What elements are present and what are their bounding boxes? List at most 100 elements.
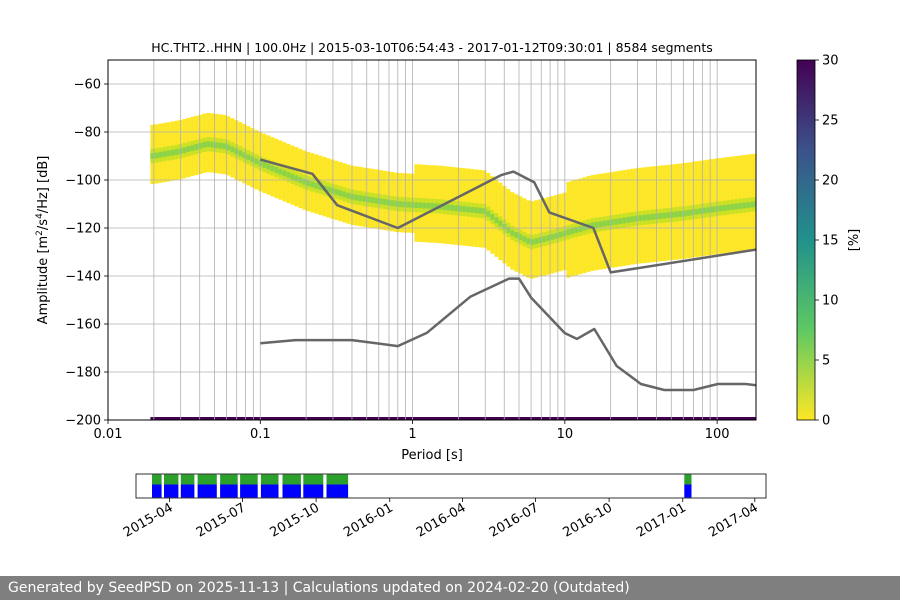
density-peak-cell: [418, 202, 423, 209]
density-peak-cell: [702, 207, 707, 214]
grid-lines: [108, 60, 756, 421]
density-peak-cell: [222, 143, 227, 150]
density-peak-cell: [710, 206, 715, 213]
density-peak-cell: [722, 205, 727, 211]
colorbar-tick-label: 15: [822, 234, 839, 249]
density-peak-cell: [666, 212, 671, 219]
density-peak-cell: [286, 172, 291, 178]
density-peak-cell: [474, 207, 479, 214]
availability-segment-bottom: [282, 484, 301, 498]
availability-segment-bottom: [152, 484, 162, 498]
availability-segment-top: [152, 474, 162, 485]
density-peak-cell: [190, 145, 195, 151]
density-peak-cell: [354, 194, 359, 201]
density-peak-cell: [470, 207, 475, 213]
density-peak-cell: [210, 141, 215, 148]
colorbar-tick-label: 25: [822, 114, 839, 129]
availability-segment-bottom: [684, 484, 692, 498]
density-peak-cell: [314, 182, 319, 189]
x-axis-ticks: 0.01 0.1 1 10 100: [94, 420, 730, 442]
chart-title: HC.THT2..HHN | 100.0Hz | 2015-03-10T06:5…: [151, 40, 712, 55]
density-peak-cell: [250, 156, 255, 163]
density-peak-cell: [706, 207, 711, 213]
density-peak-cell: [202, 141, 207, 148]
availability-segment-bottom: [303, 484, 324, 498]
density-peak-cell: [518, 234, 523, 240]
density-peak-cell: [386, 199, 391, 206]
density-peak-cell: [538, 237, 543, 243]
colorbar-tick-label: 30: [822, 54, 839, 69]
density-peak-cell: [270, 165, 275, 172]
density-peak-cell: [754, 201, 756, 207]
density-peak-cell: [510, 230, 515, 236]
density-peak-cell: [166, 150, 171, 157]
colorbar: [796, 59, 816, 421]
density-peak-cell: [646, 214, 651, 221]
y-tick-label: −160: [65, 318, 101, 333]
density-peak-cell: [242, 152, 247, 159]
density-peak-cell: [358, 195, 363, 202]
density-peak-cell: [670, 211, 675, 218]
noise-model-lines: [259, 158, 756, 392]
availability-segment-top: [220, 474, 238, 485]
date-tick-label: 2016-07: [487, 500, 542, 540]
density-peak-cell: [162, 151, 167, 157]
density-peak-cell: [426, 202, 431, 209]
density-peak-cell: [522, 236, 527, 242]
colorbar-tick-label: 0: [822, 414, 830, 429]
availability-segment-top: [240, 474, 258, 485]
density-peak-cell: [174, 149, 179, 155]
density-peak-cell: [506, 227, 511, 233]
density-peak-cell: [718, 205, 723, 212]
high-noise-model-line: [259, 158, 756, 274]
density-peak-cell: [230, 146, 235, 153]
density-peak-cell: [290, 173, 295, 180]
density-peak-cell: [390, 200, 395, 207]
density-peak-cell: [714, 206, 719, 212]
density-peak-cell: [350, 194, 355, 200]
colorbar-tick-label: 10: [822, 294, 839, 309]
density-peak-cell: [534, 238, 539, 244]
density-peak-cell: [182, 147, 187, 154]
y-tick-label: −120: [65, 222, 101, 237]
date-tick-label: 2016-01: [341, 500, 396, 540]
density-peak-cell: [254, 158, 259, 165]
density-peak-cell: [442, 204, 447, 210]
density-peak-cell: [738, 203, 743, 209]
y-tick-label: −140: [65, 270, 101, 285]
density-peak-cell: [602, 220, 607, 227]
availability-segment-bottom: [326, 484, 349, 498]
y-tick-label: −180: [65, 366, 101, 381]
density-peak-cell: [170, 149, 175, 156]
footer-banner: Generated by SeedPSD on 2025-11-13 | Cal…: [0, 576, 900, 600]
density-peak-cell: [726, 204, 731, 211]
density-peak-cell: [630, 216, 635, 223]
density-peak-cell: [550, 234, 555, 240]
density-peak-cell: [430, 203, 435, 209]
density-peak-cell: [406, 201, 411, 208]
y-tick-label: −200: [65, 414, 101, 429]
density-peak-cell: [366, 196, 371, 203]
density-peak-cell: [750, 201, 755, 208]
density-peak-cell: [746, 202, 751, 208]
density-peak-cell: [642, 214, 647, 221]
density-peak-cell: [246, 154, 251, 161]
density-peak-cell: [346, 192, 351, 199]
density-peak-cell: [158, 151, 163, 158]
density-peak-cell: [282, 170, 287, 177]
density-peak-cell: [434, 203, 439, 210]
density-peak-cell: [398, 201, 403, 208]
density-peak-cell: [466, 206, 471, 213]
density-peak-cell: [154, 152, 159, 159]
density-peak-cell: [482, 208, 487, 214]
density-peak-cell: [458, 205, 463, 212]
y-tick-label: −100: [65, 174, 101, 189]
density-peak-cell: [558, 231, 563, 238]
density-peak-cell: [590, 222, 595, 229]
density-peak-cell: [494, 217, 499, 224]
colorbar-tick-label: 5: [822, 354, 830, 369]
y-tick-label: −60: [74, 78, 101, 93]
density-peak-cell: [318, 184, 323, 190]
date-tick-label: 2017-04: [706, 500, 761, 540]
date-axis-ticks: 2015-04 2015-07 2015-10 2016-01 2016-04 2016-…: [121, 498, 761, 541]
